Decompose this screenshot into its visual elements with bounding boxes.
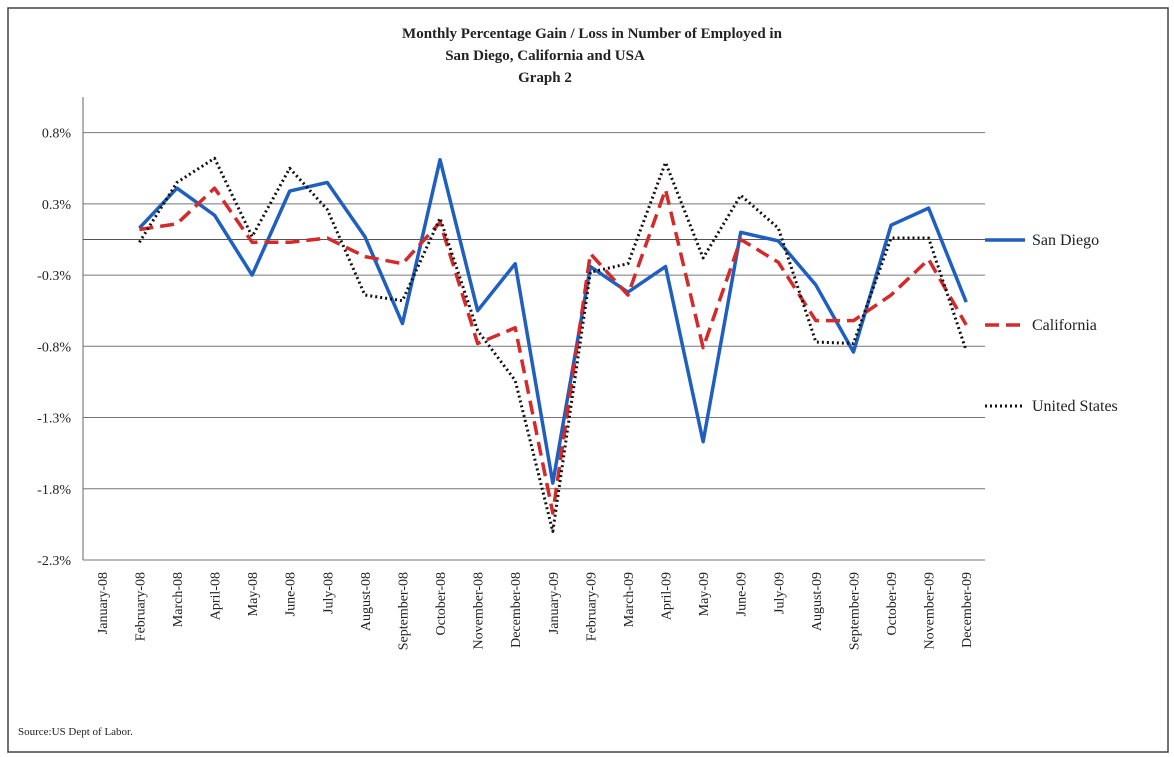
y-tick-label: -1.3%	[37, 412, 71, 427]
x-tick-label: October-08	[434, 572, 449, 635]
source-note: Source:US Dept of Labor.	[18, 726, 133, 738]
legend-label: United States	[1032, 398, 1118, 415]
x-tick-label: December-08	[509, 572, 524, 648]
x-tick-label: February-09	[584, 572, 599, 641]
legend-label: San Diego	[1032, 232, 1099, 249]
x-tick-label: June-08	[284, 572, 299, 616]
y-tick-label: -0.3%	[37, 269, 71, 284]
x-tick-label: June-09	[735, 572, 750, 616]
x-tick-label: April-09	[660, 572, 675, 620]
series-line	[139, 186, 968, 515]
y-tick-label: 0.8%	[42, 127, 72, 142]
x-tick-label: April-08	[209, 572, 224, 620]
series-line	[138, 157, 968, 485]
series-line	[138, 156, 968, 534]
y-tick-label: -2.3%	[37, 554, 71, 569]
chart-title: Monthly Percentage Gain / Loss in Number…	[402, 26, 783, 42]
chart-subtitle: Graph 2	[518, 70, 572, 86]
x-tick-label: May-09	[697, 572, 712, 616]
y-tick-label: -0.8%	[37, 340, 71, 355]
x-tick-label: August-09	[810, 572, 825, 631]
x-tick-label: July-08	[321, 572, 336, 614]
x-tick-label: January-08	[96, 572, 111, 634]
x-tick-label: November-09	[923, 572, 938, 649]
x-tick-label: September-08	[396, 572, 411, 650]
x-tick-label: February-08	[133, 572, 148, 641]
y-tick-label: 0.3%	[42, 198, 72, 213]
x-tick-label: August-08	[359, 572, 374, 631]
chart-border	[7, 7, 1169, 753]
chart-subtitle: San Diego, California and USA	[445, 48, 645, 64]
x-tick-label: March-08	[171, 572, 186, 627]
legend-label: California	[1032, 317, 1097, 334]
x-tick-label: September-09	[847, 572, 862, 650]
x-tick-label: December-09	[960, 572, 975, 648]
x-tick-label: July-09	[772, 572, 787, 614]
x-tick-label: October-09	[885, 572, 900, 635]
y-tick-label: -1.8%	[37, 483, 71, 498]
x-tick-label: January-09	[547, 572, 562, 634]
x-tick-label: March-09	[622, 572, 637, 627]
x-tick-label: May-08	[246, 572, 261, 616]
x-tick-label: November-08	[472, 572, 487, 649]
